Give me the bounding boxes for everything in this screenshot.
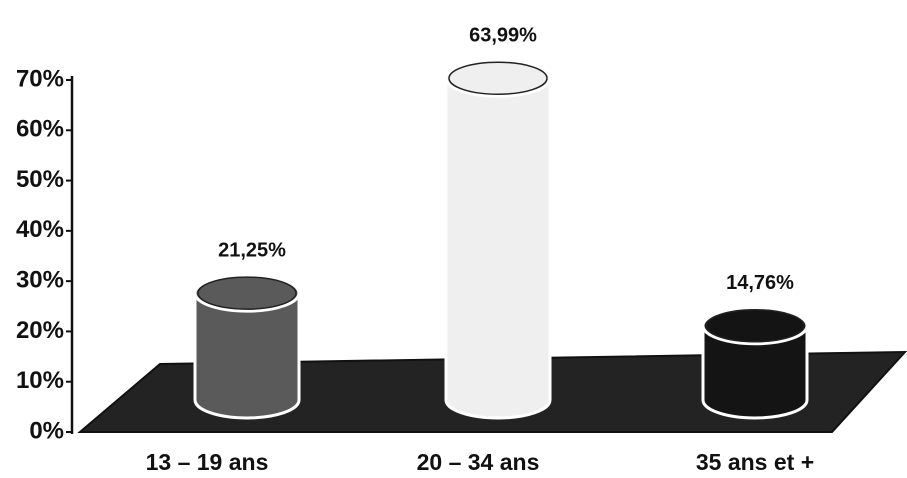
cylinder-body	[701, 324, 809, 420]
y-tick-label: 0%	[29, 417, 64, 444]
x-tick-label: 13 – 19 ans	[146, 449, 269, 475]
cylinder-top	[701, 306, 809, 346]
y-tick-label: 60%	[16, 116, 64, 143]
value-label: 21,25%	[218, 239, 286, 261]
x-tick-label: 20 – 34 ans	[417, 449, 540, 475]
x-tick-label: 35 ans et +	[696, 449, 814, 475]
cylinder-top-rim	[197, 276, 297, 310]
y-tick-label: 20%	[16, 317, 64, 344]
y-tick-label: 50%	[16, 166, 64, 193]
y-tick-label: 70%	[16, 65, 64, 92]
value-label: 63,99%	[469, 25, 537, 47]
cylinder-top-rim	[448, 61, 548, 95]
value-label: 14,76%	[726, 272, 794, 294]
cylinder-body	[444, 76, 552, 420]
cylinder-body	[193, 291, 301, 420]
y-tick-label: 10%	[16, 367, 64, 394]
cylinder-top	[193, 273, 301, 313]
cylinder-top	[444, 58, 552, 98]
y-tick-label: 40%	[16, 216, 64, 243]
cylinder-top-rim	[705, 309, 805, 343]
y-tick-label: 30%	[16, 266, 64, 293]
